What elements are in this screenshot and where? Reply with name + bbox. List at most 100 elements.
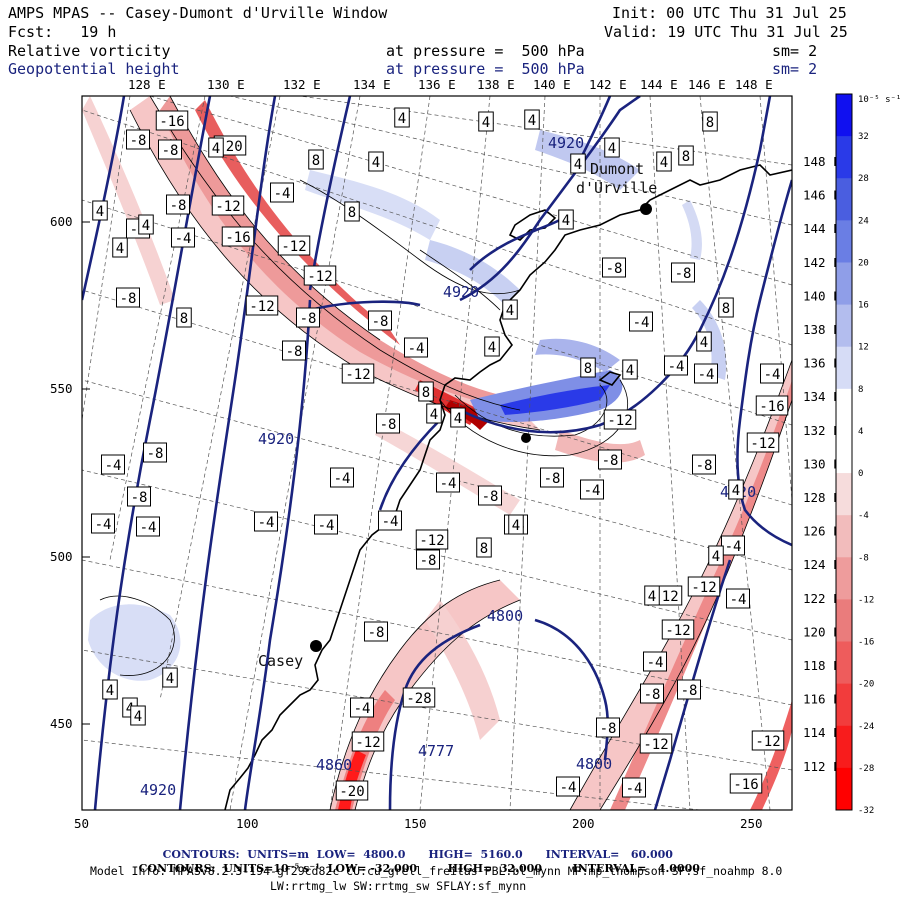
vorticity-label: -4	[270, 182, 294, 203]
vorticity-label: 8	[476, 537, 492, 558]
station-marker	[521, 433, 531, 443]
vorticity-label: -8	[376, 413, 400, 434]
svg-text:-8: -8	[372, 314, 389, 330]
right-lon-label: 114 E	[803, 725, 841, 740]
vorticity-label: -12	[751, 730, 785, 751]
lon-label: 134 E	[353, 77, 391, 92]
svg-text:4: 4	[134, 709, 142, 725]
colorbar-tick-label: -8	[858, 553, 869, 563]
vorticity-label: -8	[598, 449, 622, 470]
vorticity-label: 4	[604, 137, 620, 158]
colorbar-swatch	[836, 767, 852, 811]
right-lon-label: 148 E	[803, 154, 841, 169]
svg-text:-12: -12	[607, 413, 632, 429]
lon-label: 140 E	[533, 77, 571, 92]
svg-text:-8: -8	[606, 261, 623, 277]
vorticity-label: -8	[296, 307, 320, 328]
svg-text:-4: -4	[175, 231, 192, 247]
station-marker	[310, 640, 322, 652]
svg-text:4: 4	[454, 411, 462, 427]
svg-text:-4: -4	[440, 476, 457, 492]
init-time: Init: 00 UTC Thu 31 Jul 25	[612, 4, 847, 22]
colorbar-tick-label: -4	[858, 511, 869, 521]
vorticity-label: -12	[303, 265, 337, 286]
vorticity-label: -4	[91, 513, 115, 534]
vorticity-label: -4	[643, 651, 667, 672]
vorticity-label: -4	[101, 454, 125, 475]
svg-text:-8: -8	[286, 344, 303, 360]
svg-text:8: 8	[722, 301, 730, 317]
vorticity-label: -8	[596, 717, 620, 738]
vorticity-label: -4	[721, 535, 745, 556]
svg-text:-4: -4	[698, 367, 715, 383]
colorbar-tick-label: 16	[858, 301, 869, 311]
svg-text:-4: -4	[647, 655, 664, 671]
svg-text:4: 4	[528, 113, 536, 129]
vorticity-label: -8	[166, 194, 190, 215]
vorticity-label: 8	[580, 357, 596, 378]
colorbar-swatch	[836, 304, 852, 348]
colorbar: 10⁻⁵ s⁻¹ 32 28 24 20 16 12 8 4 0 -4 -8 -12 -16 -20 -24…	[835, 93, 900, 816]
vorticity-label: 4	[138, 214, 154, 235]
vorticity-label: -8	[282, 340, 306, 361]
height-label: 4800	[487, 607, 523, 625]
svg-text:4: 4	[660, 155, 668, 171]
vorticity-label: -4	[136, 516, 160, 537]
x-axis: 50 100 150 200 250	[74, 816, 763, 831]
svg-text:4: 4	[116, 241, 124, 257]
vorticity-label: 4	[656, 151, 672, 172]
vorticity-label: -12	[211, 195, 245, 216]
right-lon-label: 136 E	[803, 356, 841, 371]
right-lon-label: 112 E	[803, 759, 841, 774]
vorticity-label: -4	[556, 776, 580, 797]
vorticity-label: -8	[126, 129, 150, 150]
vorticity-label: 4	[644, 585, 660, 606]
svg-text:8: 8	[422, 385, 430, 401]
svg-text:-4: -4	[105, 458, 122, 474]
colorbar-swatch	[836, 473, 852, 516]
svg-text:-4: -4	[764, 367, 781, 383]
vorticity-label: -4	[350, 697, 374, 718]
vorticity-label: 4	[426, 403, 442, 424]
svg-text:-4: -4	[626, 781, 643, 797]
svg-text:-8: -8	[544, 471, 561, 487]
svg-text:-4: -4	[730, 592, 747, 608]
vorticity-label: 4	[708, 545, 724, 566]
vorticity-label: 4	[130, 705, 146, 726]
vorticity-label: 8	[702, 111, 718, 132]
svg-text:-16: -16	[759, 399, 784, 415]
colorbar-swatch	[836, 515, 852, 558]
vorticity-label: -12	[277, 235, 311, 256]
svg-text:-4: -4	[560, 780, 577, 796]
vorticity-label: -16	[221, 226, 255, 247]
vorticity-label: -8	[364, 621, 388, 642]
vorticity-label: -12	[661, 619, 695, 640]
height-label: 4920	[140, 781, 176, 799]
vorticity-label: -4	[760, 363, 784, 384]
height-label: 4860	[316, 756, 352, 774]
svg-text:-12: -12	[665, 623, 690, 639]
valid-time: Valid: 19 UTC Thu 31 Jul 25	[604, 23, 848, 41]
svg-text:-12: -12	[643, 737, 668, 753]
vorticity-label: -4	[629, 311, 653, 332]
svg-text:8: 8	[180, 311, 188, 327]
top-lon-labels: 128 E 130 E 132 E 134 E 136 E 138 E 140 …	[128, 77, 773, 92]
svg-text:8: 8	[312, 153, 320, 169]
station-marker	[640, 203, 652, 215]
x-tick-label: 50	[74, 816, 89, 831]
right-lon-label: 120 E	[803, 624, 841, 639]
vorticity-label: 8	[344, 201, 360, 222]
svg-text:4: 4	[488, 340, 496, 356]
lon-label: 136 E	[418, 77, 456, 92]
right-lon-label: 138 E	[803, 322, 841, 337]
lon-label: 146 E	[688, 77, 726, 92]
vorticity-label: -8	[692, 454, 716, 475]
vorticity-contour-info: CONTOURS: UNITS=10⁻⁵ s⁻¹ LOW= -32.000 HI…	[138, 862, 700, 875]
field2-smooth: sm= 2	[772, 60, 818, 78]
svg-text:-8: -8	[602, 453, 619, 469]
svg-text:-4: -4	[334, 471, 351, 487]
vorticity-label: 8	[418, 381, 434, 402]
svg-text:4: 4	[398, 111, 406, 127]
right-lon-label: 130 E	[803, 456, 841, 471]
